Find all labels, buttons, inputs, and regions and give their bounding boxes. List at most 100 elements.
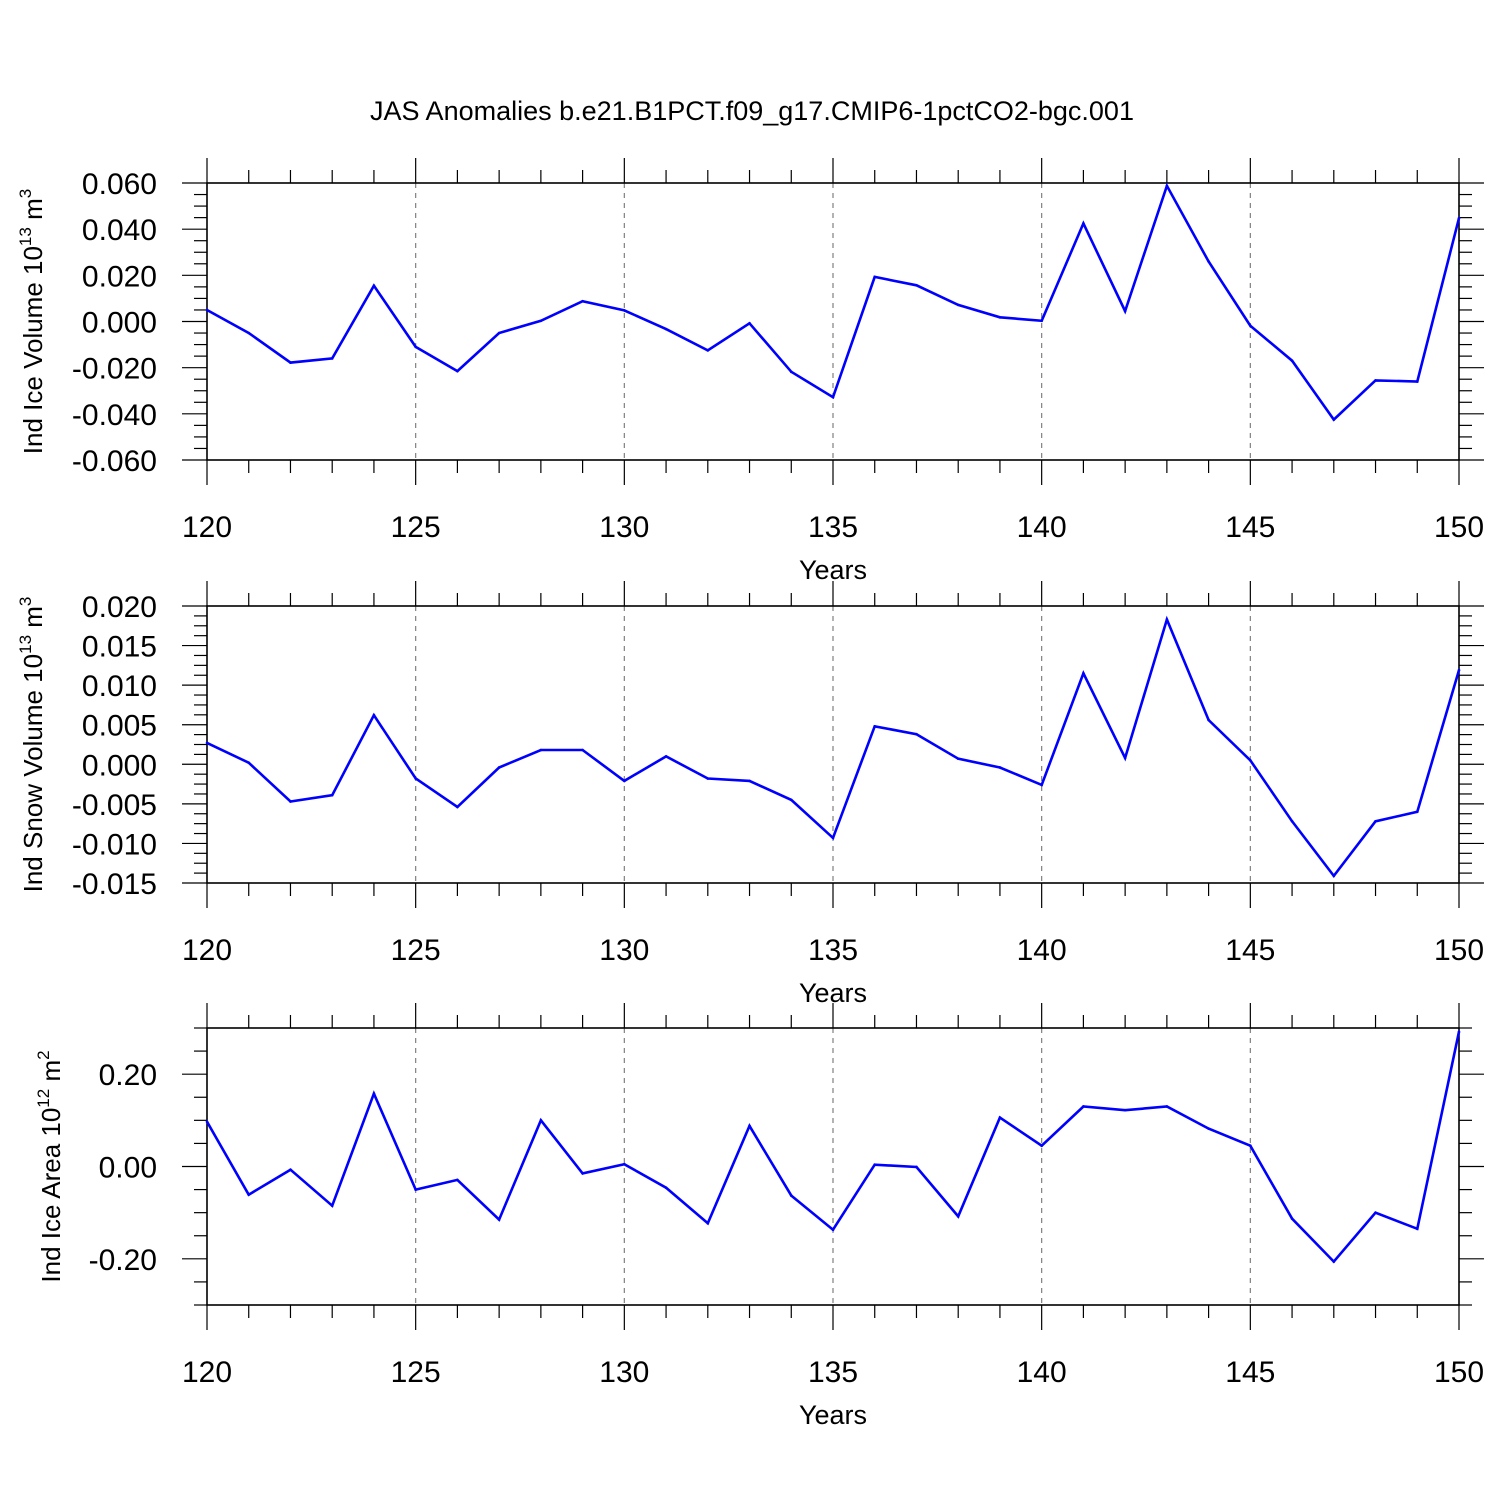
data-point bbox=[1332, 418, 1336, 421]
y-tick-label: 0.015 bbox=[82, 631, 157, 664]
data-point bbox=[1082, 671, 1085, 675]
x-tick-label: 140 bbox=[1017, 934, 1067, 967]
data-point bbox=[706, 1221, 710, 1225]
data-point bbox=[1415, 380, 1419, 383]
data-point bbox=[497, 1218, 501, 1221]
y-axis-title: Ind Ice Volume 1013 m3 bbox=[16, 189, 48, 454]
data-point bbox=[1374, 819, 1377, 823]
x-tick-label: 140 bbox=[1017, 1356, 1067, 1389]
data-point bbox=[748, 779, 751, 783]
data-point bbox=[789, 798, 793, 802]
data-point bbox=[1207, 260, 1210, 263]
data-point bbox=[956, 757, 960, 761]
y-tick-label: 0.005 bbox=[82, 710, 157, 743]
data-point bbox=[581, 748, 584, 752]
x-tick-label: 120 bbox=[182, 511, 232, 544]
x-tick-label: 150 bbox=[1434, 511, 1484, 544]
y-tick-label: 0.040 bbox=[82, 214, 157, 247]
y-tick-label: 0.000 bbox=[82, 749, 157, 782]
data-point bbox=[1165, 618, 1169, 621]
x-tick-label: 125 bbox=[391, 934, 441, 967]
data-point bbox=[664, 1186, 668, 1190]
data-point bbox=[956, 303, 960, 307]
data-point bbox=[247, 761, 251, 765]
data-point bbox=[1123, 309, 1127, 313]
x-tick-label: 150 bbox=[1434, 1356, 1484, 1389]
data-point bbox=[623, 779, 626, 783]
data-point bbox=[289, 800, 292, 803]
y-tick-label: 0.020 bbox=[82, 591, 157, 624]
data-point bbox=[205, 1120, 209, 1124]
data-point bbox=[372, 1092, 376, 1095]
data-point bbox=[1249, 1144, 1252, 1148]
data-point bbox=[873, 724, 877, 728]
data-point bbox=[915, 732, 918, 736]
y-tick-label: -0.010 bbox=[72, 828, 157, 861]
data-point bbox=[873, 1163, 877, 1166]
data-point bbox=[1040, 1144, 1043, 1148]
data-point bbox=[623, 309, 626, 312]
data-point bbox=[1040, 783, 1043, 787]
x-tick-label: 120 bbox=[182, 934, 232, 967]
y-tick-label: -0.020 bbox=[72, 353, 157, 386]
y-tick-label: 0.20 bbox=[99, 1059, 157, 1092]
x-tick-label: 140 bbox=[1017, 511, 1067, 544]
y-tick-label: -0.060 bbox=[72, 445, 157, 478]
data-point bbox=[456, 369, 459, 373]
data-point bbox=[539, 1119, 543, 1122]
data-point bbox=[748, 322, 751, 325]
series-line bbox=[205, 1031, 1461, 1264]
data-point bbox=[1249, 324, 1252, 327]
data-point bbox=[289, 1168, 292, 1172]
data-point bbox=[664, 327, 668, 331]
data-point bbox=[581, 299, 584, 303]
data-point bbox=[539, 319, 543, 323]
data-point bbox=[456, 1178, 459, 1182]
x-tick-label: 150 bbox=[1434, 934, 1484, 967]
data-point bbox=[1082, 1105, 1085, 1108]
y-axis-title: Ind Ice Area 1012 m2 bbox=[34, 1050, 66, 1282]
data-point bbox=[1374, 1211, 1377, 1214]
data-point bbox=[1165, 1105, 1169, 1108]
y-tick-label: 0.020 bbox=[82, 260, 157, 293]
data-point bbox=[748, 1124, 751, 1128]
data-point bbox=[497, 331, 501, 335]
y-axis-title: Ind Snow Volume 1013 m3 bbox=[16, 597, 48, 893]
data-point bbox=[915, 283, 918, 287]
data-point bbox=[247, 1193, 251, 1196]
data-point bbox=[623, 1162, 626, 1166]
y-tick-label: 0.000 bbox=[82, 307, 157, 340]
data-point bbox=[414, 345, 417, 349]
data-point bbox=[414, 1188, 417, 1191]
data-point bbox=[1207, 1127, 1210, 1130]
data-point bbox=[873, 275, 877, 279]
y-tick-label: 0.00 bbox=[99, 1152, 157, 1185]
x-tick-label: 120 bbox=[182, 1356, 232, 1389]
data-point bbox=[247, 331, 251, 335]
data-point bbox=[330, 357, 334, 360]
data-point bbox=[664, 755, 668, 758]
panels: 120 125 130 135 140 145 150 Years -0.060 -0.040 -0… bbox=[16, 158, 1484, 1430]
data-point bbox=[998, 766, 1002, 769]
data-point bbox=[831, 836, 835, 840]
data-point bbox=[706, 349, 710, 352]
data-point bbox=[456, 805, 459, 809]
x-tick-label: 145 bbox=[1225, 511, 1275, 544]
y-tick-label: -0.040 bbox=[72, 399, 157, 432]
data-point bbox=[539, 748, 543, 752]
x-axis-title: Years bbox=[799, 1400, 867, 1430]
data-point bbox=[1249, 759, 1252, 762]
data-point bbox=[1374, 379, 1377, 382]
x-tick-label: 130 bbox=[599, 1356, 649, 1389]
x-tick-label: 145 bbox=[1225, 1356, 1275, 1389]
data-point bbox=[831, 1228, 835, 1232]
x-tick-label: 125 bbox=[391, 1356, 441, 1389]
data-point bbox=[330, 793, 334, 797]
y-tick-label: -0.005 bbox=[72, 789, 157, 822]
x-tick-label: 125 bbox=[391, 511, 441, 544]
data-point bbox=[205, 308, 209, 312]
data-point bbox=[1207, 718, 1210, 722]
x-tick-label: 130 bbox=[599, 511, 649, 544]
x-tick-label: 145 bbox=[1225, 934, 1275, 967]
data-point bbox=[1415, 1227, 1419, 1231]
